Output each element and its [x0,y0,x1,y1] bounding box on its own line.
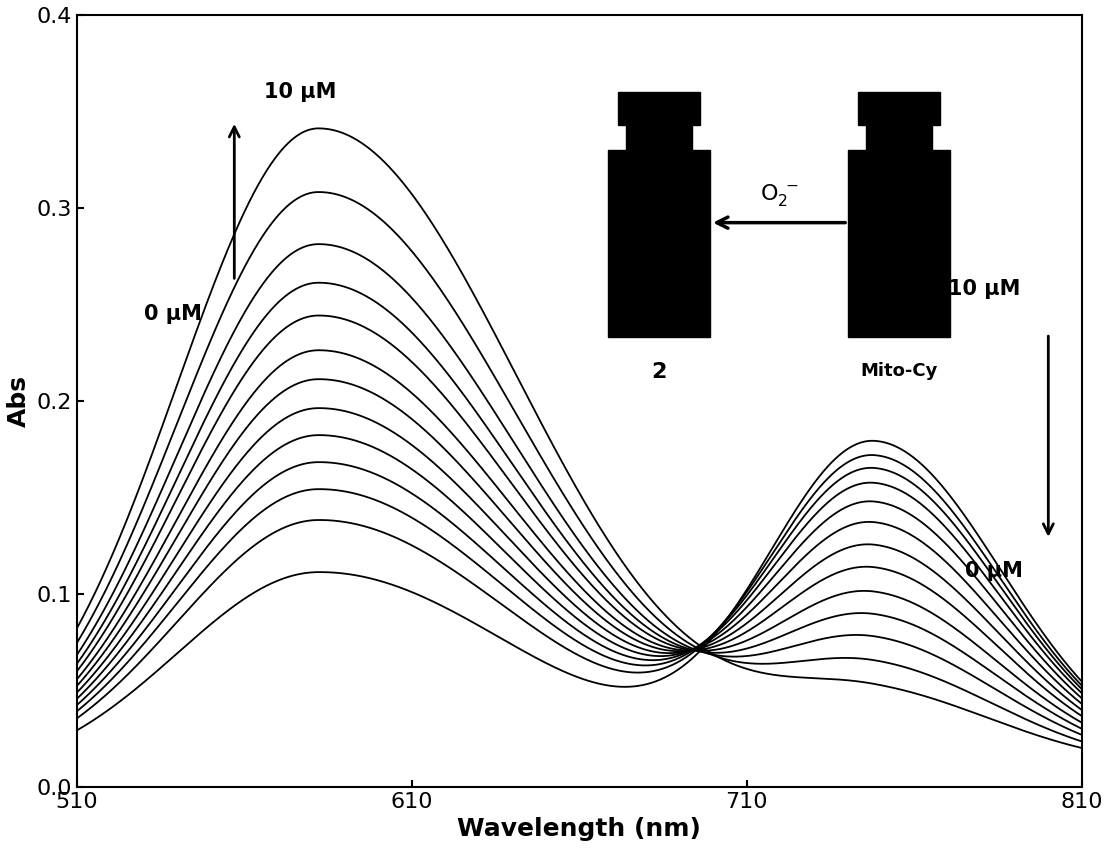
Text: $\mathrm{O_2^{\ -}}$: $\mathrm{O_2^{\ -}}$ [759,182,799,208]
Text: Mito-Cy: Mito-Cy [860,361,938,380]
Bar [626,126,693,150]
X-axis label: Wavelength (nm): Wavelength (nm) [457,817,702,841]
Bar [858,92,940,126]
Bar [608,150,710,337]
Text: 0 μM: 0 μM [144,304,202,324]
Text: 10 μM: 10 μM [948,279,1020,298]
Bar [848,150,950,337]
Text: 0 μM: 0 μM [965,561,1022,581]
Bar [866,126,932,150]
Text: 2: 2 [652,361,667,382]
Bar [618,92,700,126]
Text: 10 μM: 10 μM [264,82,336,102]
Y-axis label: Abs: Abs [7,375,31,427]
